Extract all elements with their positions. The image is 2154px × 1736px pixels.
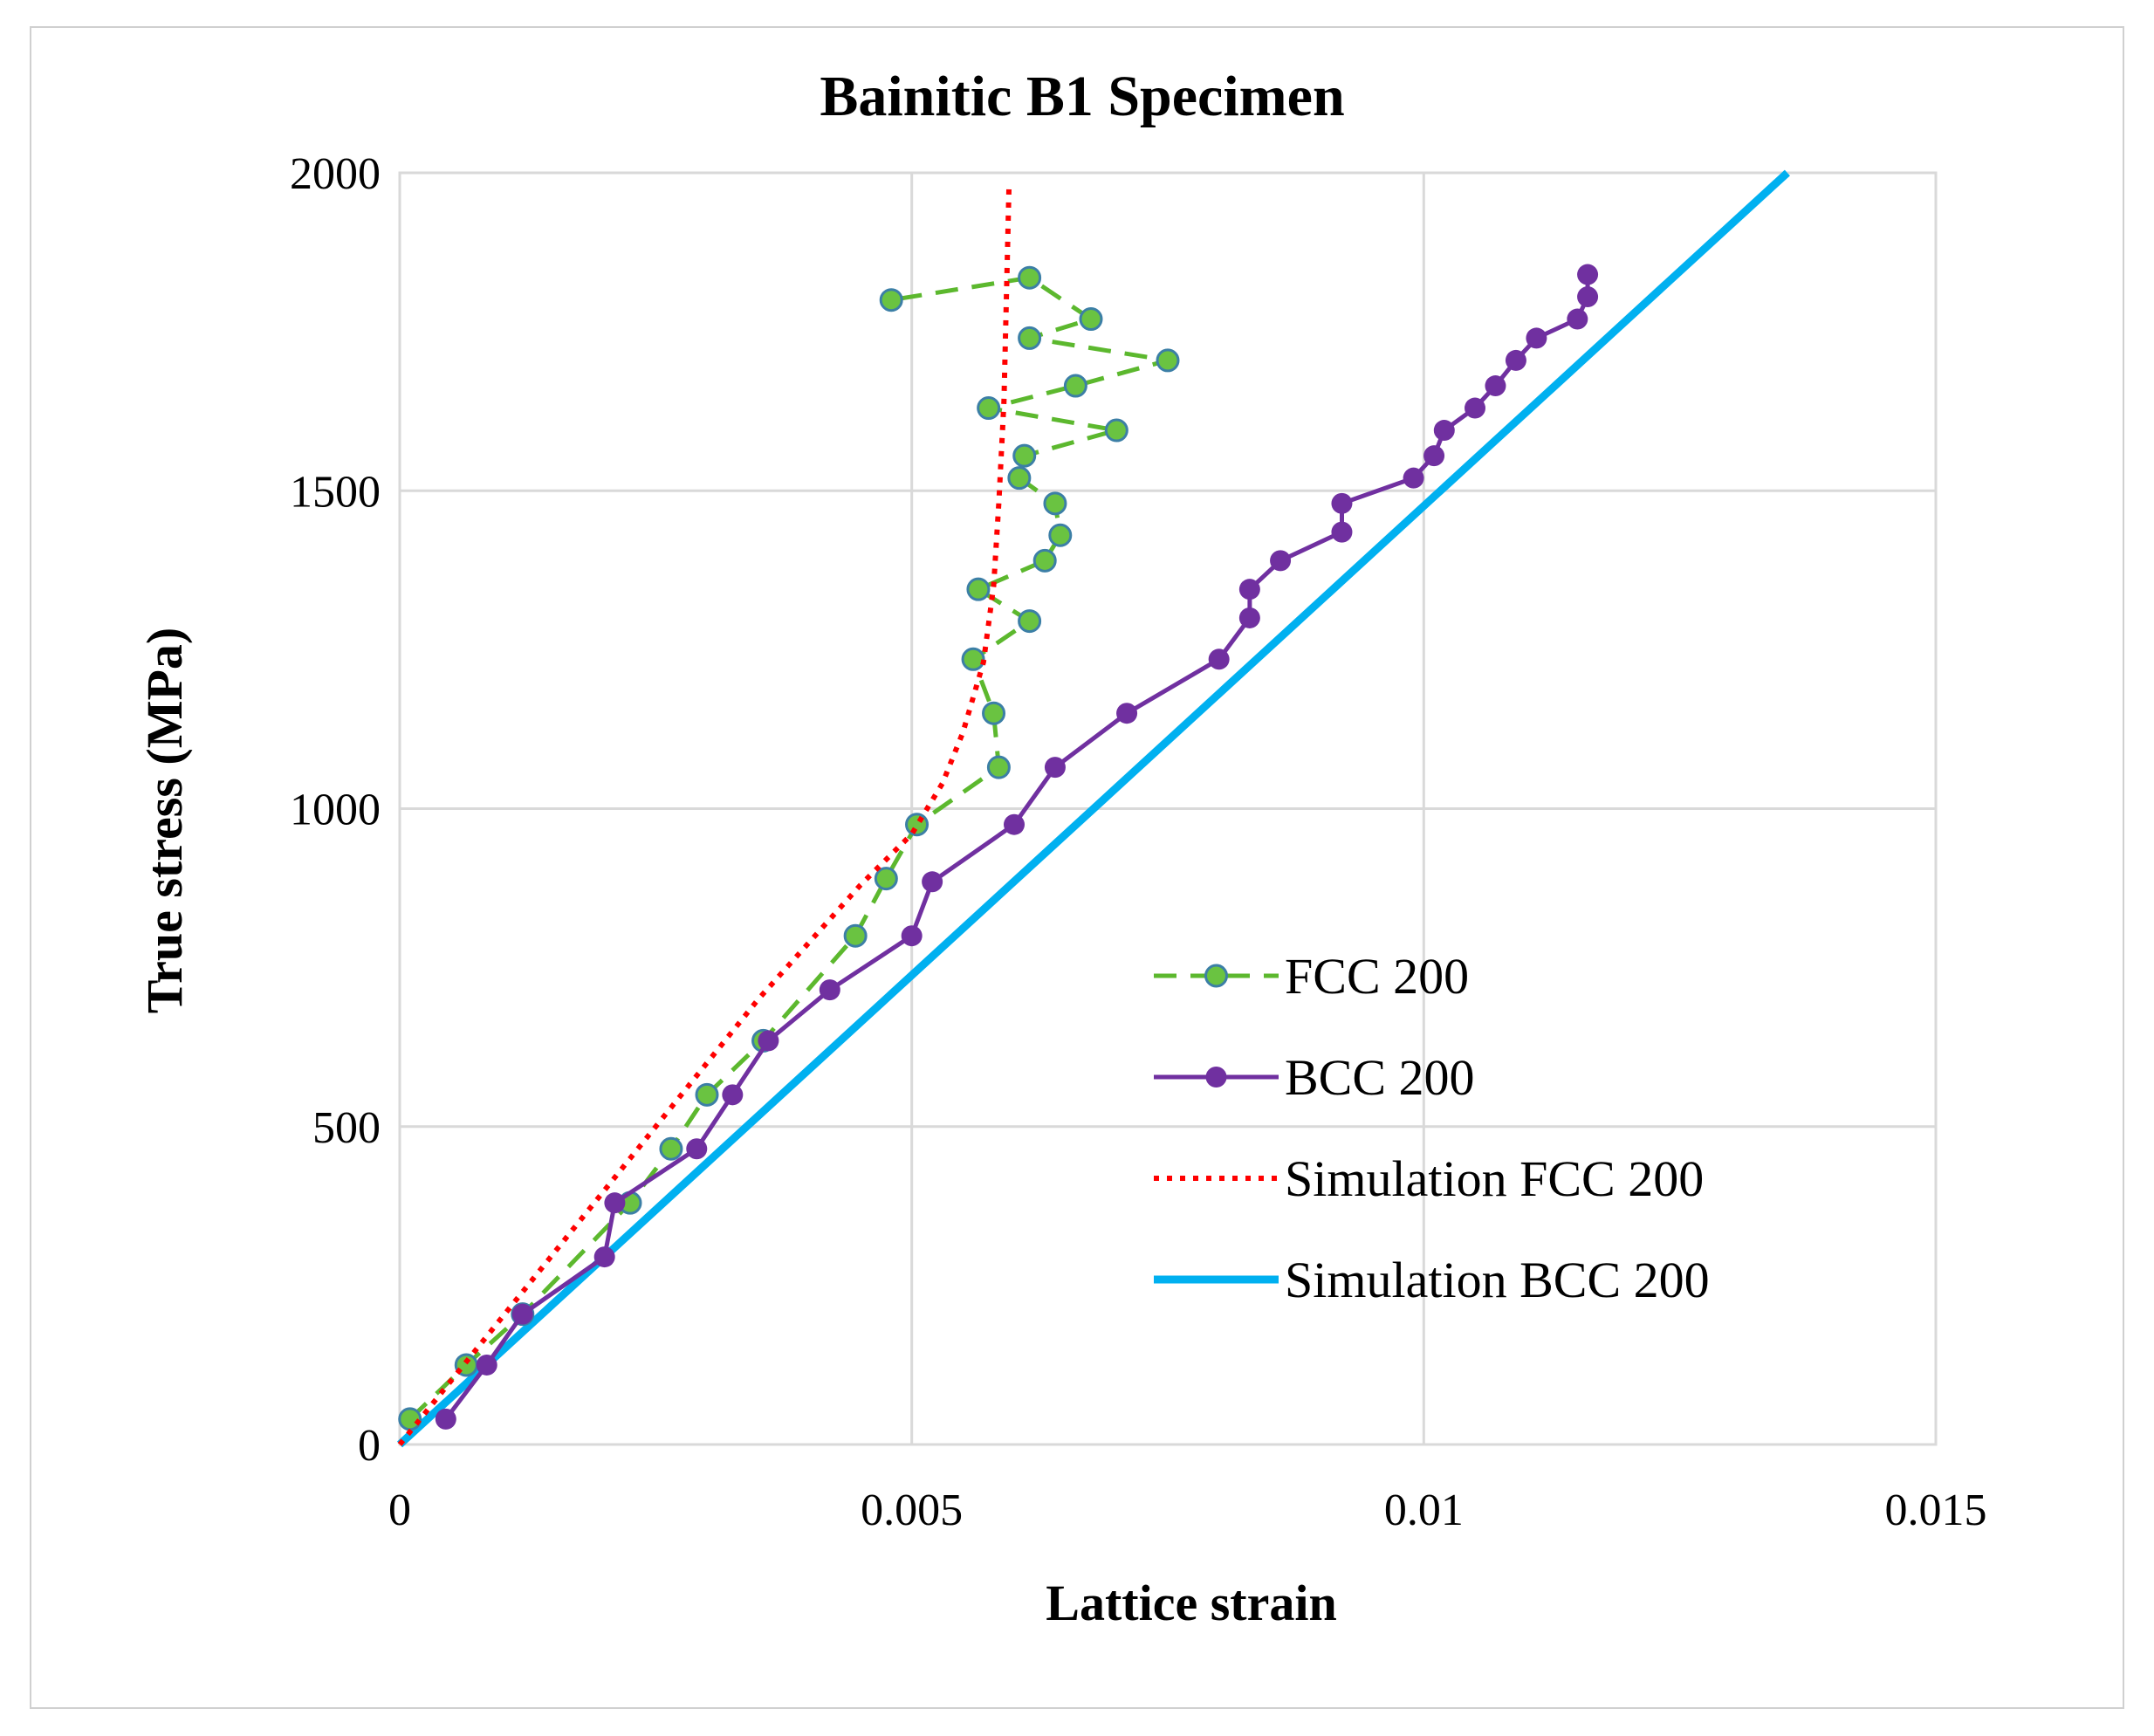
point-bcc-200 [1116, 703, 1138, 724]
point-fcc-200 [966, 577, 991, 601]
y-axis-label: True stress (MPa) [136, 628, 193, 1013]
y-tick-label: 500 [312, 1103, 381, 1153]
point-bcc-200 [722, 1084, 744, 1106]
y-tick-label: 1000 [290, 786, 381, 835]
point-bcc-200 [1238, 607, 1260, 628]
y-tick-label: 1500 [290, 467, 381, 517]
point-fcc-200 [1156, 348, 1180, 373]
x-axis-label: Lattice strain [1046, 1575, 1336, 1631]
chart-title: Bainitic B1 Specimen [820, 65, 1344, 128]
point-fcc-200 [961, 647, 985, 671]
point-bcc-200 [1403, 467, 1424, 489]
point-bcc-200 [593, 1246, 615, 1268]
point-fcc-200 [1063, 374, 1087, 398]
point-bcc-200 [901, 925, 923, 947]
point-bcc-200 [1567, 308, 1588, 330]
y-tick-label: 2000 [290, 149, 381, 199]
point-bcc-200 [1331, 492, 1353, 514]
point-bcc-200 [1577, 286, 1599, 308]
point-fcc-200 [1018, 265, 1042, 290]
x-tick-label: 0.01 [1384, 1486, 1464, 1535]
tick-labels: 0 500 1000 1500 2000 0 0.005 0.01 0.015 [290, 149, 1987, 1535]
chart-frame [30, 26, 2124, 1709]
point-fcc-200 [977, 396, 1001, 421]
point-bcc-200 [1044, 757, 1066, 779]
point-fcc-200 [843, 923, 868, 948]
point-bcc-200 [604, 1192, 626, 1214]
point-bcc-200 [435, 1408, 456, 1430]
point-fcc-200 [1043, 491, 1067, 516]
point-bcc-200 [1526, 327, 1547, 349]
point-bcc-200 [1238, 579, 1260, 600]
point-fcc-200 [1104, 418, 1128, 443]
point-fcc-200 [1018, 609, 1042, 634]
point-fcc-200 [1018, 326, 1042, 350]
x-tick-label: 0.015 [1885, 1486, 1987, 1535]
point-bcc-200 [1465, 397, 1485, 419]
point-bcc-200 [922, 871, 943, 893]
point-fcc-200 [1032, 548, 1057, 573]
point-bcc-200 [1004, 813, 1025, 835]
series-layer [396, 169, 1790, 1448]
y-tick-label: 0 [358, 1421, 381, 1471]
legend-label: FCC 200 [1285, 948, 1469, 1005]
legend: FCC 200 BCC 200 Simulation FCC 200 Simulati… [1154, 948, 1710, 1308]
point-bcc-200 [1423, 445, 1445, 467]
point-fcc-200 [986, 755, 1011, 779]
point-bcc-200 [1577, 264, 1599, 285]
point-fcc-200 [1012, 443, 1037, 468]
point-bcc-200 [686, 1138, 708, 1160]
legend-label: Simulation BCC 200 [1285, 1252, 1710, 1308]
point-fcc-200 [695, 1082, 719, 1107]
point-fcc-200 [905, 813, 930, 837]
legend-label: Simulation FCC 200 [1285, 1150, 1704, 1207]
point-fcc-200 [1007, 466, 1032, 491]
point-bcc-200 [1270, 550, 1292, 572]
x-tick-label: 0 [388, 1486, 411, 1535]
legend-marker [1205, 1067, 1227, 1088]
point-fcc-200 [874, 867, 898, 891]
series-line-simulation-fcc-200 [397, 185, 1012, 1446]
point-bcc-200 [819, 979, 840, 1001]
point-bcc-200 [1485, 375, 1506, 397]
point-bcc-200 [1331, 521, 1353, 543]
point-bcc-200 [476, 1354, 497, 1376]
series-line-simulation-bcc-200 [396, 169, 1790, 1448]
point-bcc-200 [1433, 420, 1455, 442]
point-bcc-200 [758, 1030, 779, 1052]
legend-marker [1204, 964, 1228, 988]
point-fcc-200 [1079, 307, 1103, 332]
point-fcc-200 [879, 288, 903, 312]
point-bcc-200 [1505, 349, 1526, 371]
point-fcc-200 [982, 701, 1006, 725]
point-fcc-200 [1048, 523, 1073, 547]
x-tick-label: 0.005 [861, 1486, 963, 1535]
point-bcc-200 [1208, 648, 1230, 670]
series-line-fcc-200 [408, 275, 1169, 1421]
plot-area [398, 171, 1938, 1446]
point-bcc-200 [511, 1303, 533, 1325]
legend-label: BCC 200 [1285, 1049, 1475, 1106]
point-fcc-200 [659, 1136, 683, 1161]
